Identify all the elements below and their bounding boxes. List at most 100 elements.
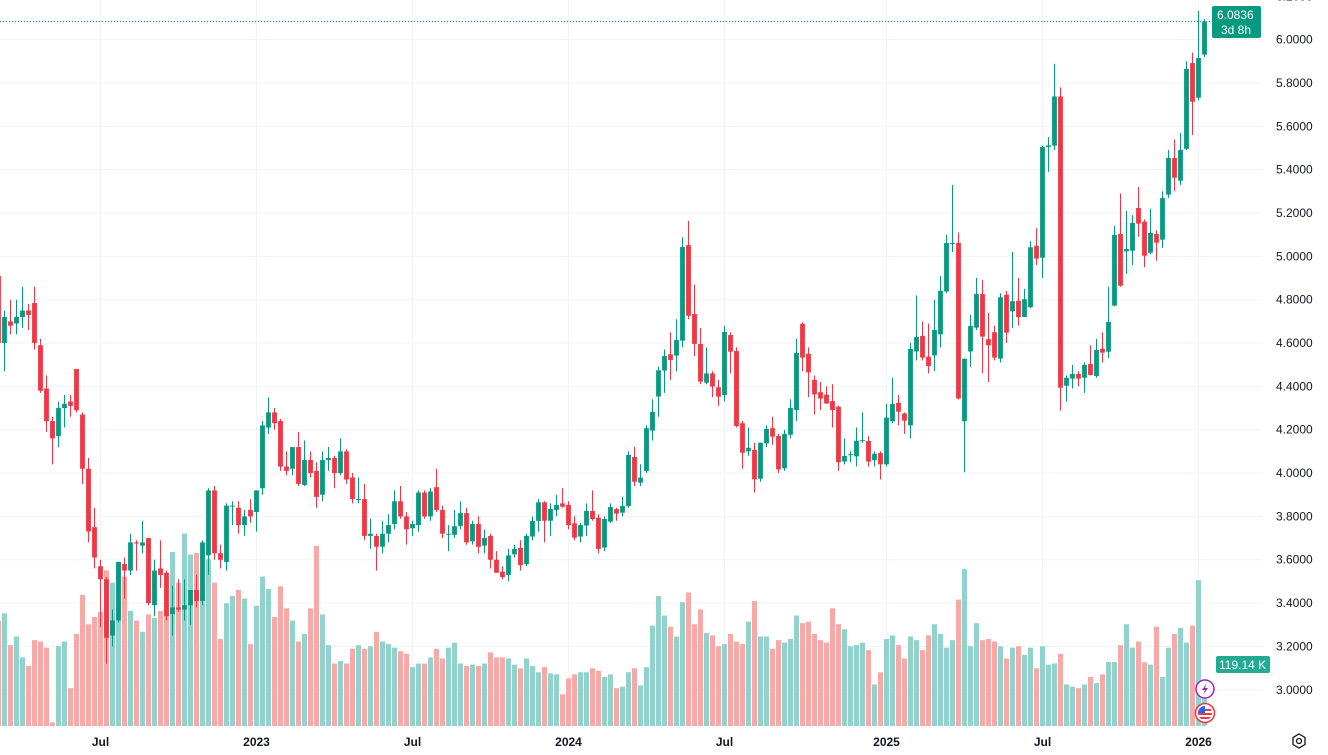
candle — [8, 299, 13, 335]
volume-bar — [1016, 646, 1021, 726]
volume-bar — [86, 624, 91, 726]
volume-bar — [182, 533, 187, 726]
candle — [902, 412, 907, 435]
candle — [104, 577, 109, 664]
candle — [242, 509, 247, 536]
candle — [428, 488, 433, 521]
candle — [398, 486, 403, 519]
y-tick-label: 6.0000 — [1276, 33, 1313, 47]
candle-body — [746, 447, 751, 452]
candle-body — [782, 434, 787, 469]
candle — [1124, 210, 1129, 274]
candle — [680, 237, 685, 348]
candle — [1088, 345, 1093, 376]
candle — [1028, 241, 1033, 309]
volume-bar — [596, 670, 601, 726]
candle — [554, 494, 559, 517]
volume-bar — [800, 623, 805, 726]
volume-bar — [32, 640, 37, 726]
volume-bar — [998, 646, 1003, 726]
volume-bar — [488, 652, 493, 726]
candle — [1034, 228, 1039, 266]
volume-bar — [1190, 625, 1195, 726]
volume-bar — [1010, 647, 1015, 726]
volume-bar — [110, 582, 115, 726]
candle-body — [740, 423, 745, 453]
volume-bar — [440, 658, 445, 726]
candle — [26, 304, 31, 331]
candle — [758, 442, 763, 482]
us-flag-icon[interactable] — [1194, 702, 1216, 724]
candle — [308, 451, 313, 478]
volume-bar — [1082, 684, 1087, 726]
volume-bar — [698, 609, 703, 726]
candle-body — [1154, 234, 1159, 243]
candle — [860, 412, 865, 443]
volume-bar — [812, 633, 817, 726]
volume-bar — [764, 636, 769, 726]
candle-body — [2, 317, 7, 344]
candle-body — [1046, 145, 1051, 147]
candle — [338, 438, 343, 476]
candle-body — [1184, 68, 1189, 149]
volume-bar — [776, 640, 781, 726]
candle — [998, 293, 1003, 363]
candle — [326, 447, 331, 471]
y-tick-label: 5.0000 — [1276, 249, 1313, 263]
volume-bar — [122, 576, 127, 726]
volume-bar — [638, 685, 643, 726]
y-tick-label: 5.6000 — [1276, 119, 1313, 133]
candle — [470, 520, 475, 545]
volume-bar — [44, 647, 49, 726]
candle-body — [524, 535, 529, 565]
volume-bar — [788, 638, 793, 726]
volume-bar — [680, 602, 685, 726]
candle-body — [848, 454, 853, 456]
volume-bar — [140, 631, 145, 726]
candle-body — [320, 460, 325, 495]
candle-body — [248, 509, 253, 517]
candle — [956, 232, 961, 400]
candle-body — [68, 401, 73, 406]
candle — [350, 473, 355, 504]
time-axis[interactable]: Jul 2023 Jul 2024 Jul 2025 Jul 2026 — [92, 735, 1212, 749]
lightning-icon[interactable] — [1195, 679, 1215, 699]
candle-body — [470, 523, 475, 542]
candle-body — [206, 490, 211, 556]
settings-hexagon-icon[interactable] — [1290, 732, 1308, 750]
candle-body — [1016, 300, 1021, 318]
candle — [494, 551, 499, 573]
volume-bar — [1130, 647, 1135, 726]
volume-bar — [560, 694, 565, 726]
candle-body — [164, 572, 169, 617]
volume-bar — [260, 576, 265, 726]
candle-body — [194, 590, 199, 601]
candles — [0, 11, 1207, 664]
volume-bar — [818, 640, 823, 726]
candle-body — [776, 436, 781, 470]
candle-body — [878, 453, 883, 465]
candle-body — [1178, 149, 1183, 181]
candle — [128, 533, 133, 575]
candle-body — [104, 579, 109, 638]
candle-body — [794, 352, 799, 411]
candle — [44, 375, 49, 432]
candle-body — [596, 517, 601, 549]
candle — [224, 503, 229, 571]
price-axis[interactable]: 6.2000 6.0000 5.8000 5.6000 5.4000 5.2000 5.00… — [1276, 0, 1313, 697]
candle — [1022, 288, 1027, 318]
candle — [716, 379, 721, 406]
candle — [464, 507, 469, 545]
candle-body — [170, 607, 175, 614]
candle — [770, 416, 775, 445]
volume-bar — [332, 663, 337, 726]
candle — [1148, 208, 1153, 255]
volume-bar — [914, 640, 919, 726]
candle — [1010, 252, 1015, 328]
volume-bar — [242, 598, 247, 726]
volume-bar — [296, 641, 301, 726]
volume-bar — [806, 621, 811, 726]
volume-bar — [80, 594, 85, 726]
candle-body — [860, 440, 865, 442]
